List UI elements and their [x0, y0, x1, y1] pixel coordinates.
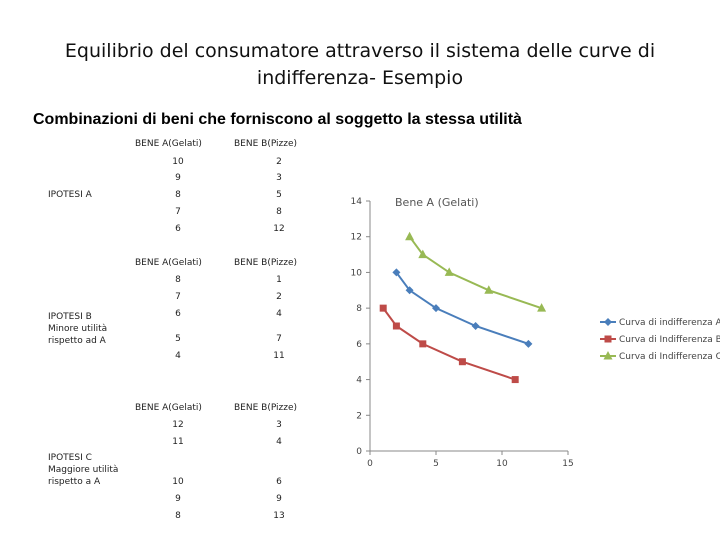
legend-label: Curva di Indifferenza C: [619, 352, 720, 362]
cell-b: 11: [273, 351, 285, 361]
title-line-2: indifferenza- Esempio: [256, 67, 464, 89]
cell-b: 4: [276, 309, 282, 319]
page-title: Equilibrio del consumatore attraverso il…: [20, 38, 700, 92]
cell-b: 12: [273, 224, 285, 234]
y-tick-label: 6: [356, 340, 362, 350]
data-point: [379, 304, 387, 312]
cell-b: 13: [273, 511, 285, 521]
cell-b: 2: [276, 292, 282, 302]
data-point: [604, 335, 612, 343]
title-line-1: Equilibrio del consumatore attraverso il…: [64, 40, 656, 62]
cell-a: 11: [172, 437, 184, 447]
data-point: [418, 249, 428, 259]
label-ipotesi-b: IPOTESI B Minore utilità rispetto ad A: [48, 311, 107, 347]
cell-a: 12: [172, 420, 184, 430]
label-line: rispetto a A: [48, 477, 101, 487]
x-tick-label: 15: [562, 459, 573, 469]
data-point: [392, 322, 400, 330]
data-point: [432, 304, 440, 313]
y-tick-label: 12: [351, 233, 362, 243]
cell-a: 6: [175, 309, 181, 319]
cell-b: 6: [276, 477, 282, 487]
y-tick-label: 10: [351, 268, 363, 278]
legend-label: Curva di Indifferenza B: [619, 335, 720, 345]
data-point: [471, 322, 480, 330]
header-bene-b: BENE B(Pizze): [234, 403, 298, 413]
cell-b: 3: [276, 420, 282, 430]
cell-a: 9: [175, 173, 181, 183]
cell-a: 10: [172, 157, 184, 167]
data-point: [603, 351, 613, 360]
header-bene-a: BENE A(Gelati): [135, 403, 202, 413]
y-tick-label: 2: [356, 411, 362, 421]
label-line: IPOTESI A: [48, 190, 92, 200]
subtitle: Combinazioni di beni che forniscono al s…: [33, 111, 522, 128]
y-tick-label: 4: [356, 376, 362, 386]
header-bene-b: BENE B(Pizze): [234, 258, 298, 268]
x-tick-label: 0: [367, 459, 373, 469]
cell-a: 7: [175, 292, 181, 302]
data-point: [537, 303, 547, 312]
cell-b: 5: [276, 190, 282, 200]
header-bene-b: BENE B(Pizze): [234, 139, 298, 149]
data-point: [419, 340, 427, 348]
data-point: [392, 268, 401, 277]
cell-b: 3: [276, 173, 282, 183]
series-line: [382, 307, 516, 381]
y-tick-label: 8: [356, 304, 362, 314]
cell-b: 8: [276, 207, 282, 217]
x-tick-label: 10: [496, 459, 508, 469]
label-line: Minore utilità: [48, 324, 108, 334]
series-line: [408, 236, 542, 310]
y-tick-label: 14: [351, 197, 363, 207]
cell-a: 8: [175, 190, 181, 200]
label-line: IPOTESI C: [48, 453, 92, 463]
cell-a: 10: [172, 477, 184, 487]
x-tick-label: 5: [433, 459, 439, 469]
cell-b: 1: [276, 275, 282, 285]
label-line: Maggiore utilità: [48, 465, 119, 475]
cell-a: 8: [175, 511, 181, 521]
data-point: [484, 285, 494, 294]
data-point: [604, 318, 612, 326]
cell-a: 9: [175, 494, 181, 504]
data-point: [405, 286, 414, 295]
cell-b: 4: [276, 437, 282, 447]
cell-b: 2: [276, 157, 282, 167]
data-point: [524, 339, 533, 348]
header-bene-a: BENE A(Gelati): [135, 258, 202, 268]
data-point: [511, 376, 519, 384]
legend-label: Curva di indifferenza A: [619, 318, 720, 328]
cell-a: 5: [175, 334, 181, 344]
cell-a: 6: [175, 224, 181, 234]
chart-title: Bene A (Gelati): [395, 196, 479, 209]
cell-b: 7: [276, 334, 282, 344]
cell-a: 7: [175, 207, 181, 217]
y-tick-label: 0: [356, 447, 362, 457]
cell-a: 4: [175, 351, 181, 361]
series-line: [395, 271, 529, 345]
cell-b: 9: [276, 494, 282, 504]
cell-a: 8: [175, 275, 181, 285]
label-line: IPOTESI B: [48, 312, 92, 322]
label-line: rispetto ad A: [48, 336, 106, 346]
data-point: [405, 231, 415, 241]
label-ipotesi-c: IPOTESI C Maggiore utilità rispetto a A: [48, 452, 118, 488]
data-point: [458, 358, 466, 366]
header-bene-a: BENE A(Gelati): [135, 139, 202, 149]
data-point: [444, 267, 454, 276]
label-ipotesi-a: IPOTESI A: [48, 189, 92, 201]
